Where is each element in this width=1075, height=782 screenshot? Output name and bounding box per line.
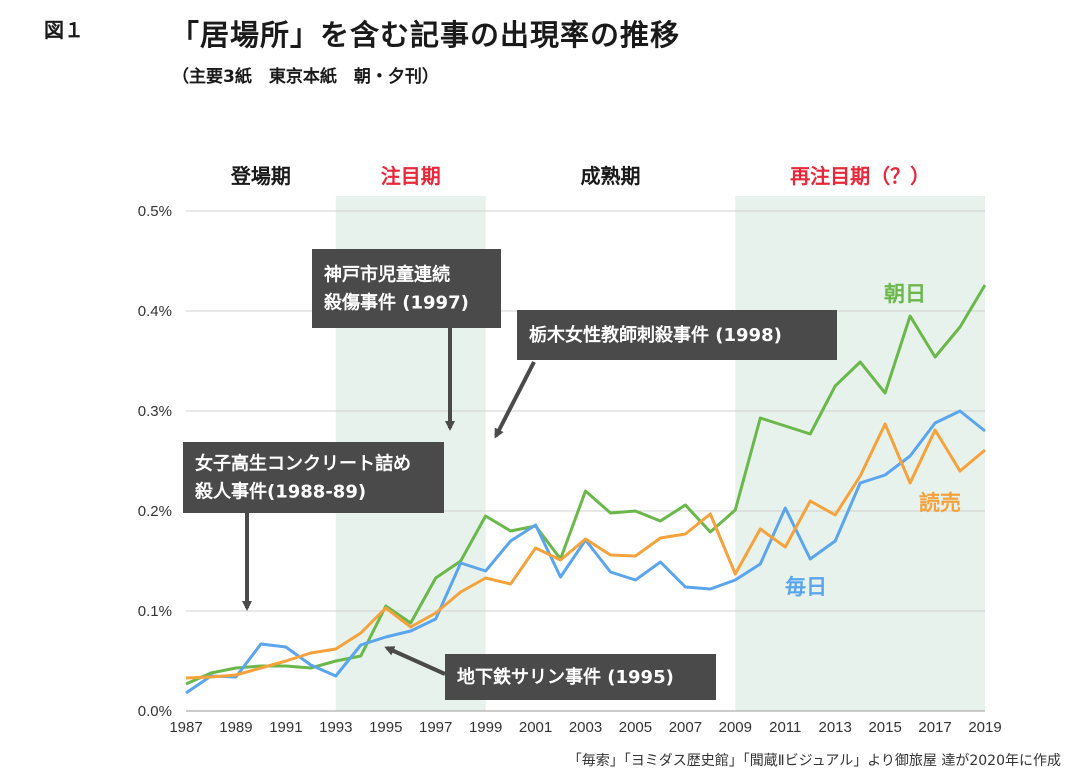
x-tick-label: 1997 bbox=[419, 719, 452, 736]
x-tick-label: 1987 bbox=[169, 719, 202, 736]
series-label-asahi: 朝日 bbox=[884, 282, 926, 306]
x-tick-label: 1989 bbox=[219, 719, 252, 736]
annotation-text: 神戸市児童連続 bbox=[324, 264, 450, 286]
series-line-asahi bbox=[185, 284, 987, 686]
series-line-yomiuri bbox=[185, 422, 986, 680]
annotation-text: 殺傷事件 (1997) bbox=[323, 292, 469, 314]
series-lines bbox=[185, 284, 987, 695]
annotation-text: 栃木女性教師刺殺事件 (1998) bbox=[529, 324, 782, 346]
annotation-box bbox=[183, 442, 444, 513]
annotation-box bbox=[517, 310, 837, 360]
x-tick-label: 1991 bbox=[269, 719, 302, 736]
chart-subtitle: （主要3紙 東京本紙 朝・夕刊） bbox=[172, 67, 439, 87]
y-tick-label: 0.0% bbox=[138, 703, 172, 720]
y-axis-ticks: 0.0% 0.1% 0.2% 0.3% 0.4% 0.5% bbox=[138, 203, 172, 720]
period-label-1: 注目期 bbox=[381, 164, 441, 188]
y-tick-label: 0.2% bbox=[138, 503, 172, 520]
period-label-0: 登場期 bbox=[230, 164, 291, 188]
series-label-yomiuri: 読売 bbox=[919, 491, 961, 515]
annotation-text: 女子高生コンクリート詰め bbox=[195, 453, 411, 475]
period-label-2: 成熟期 bbox=[580, 164, 640, 188]
x-tick-label: 2007 bbox=[669, 719, 702, 736]
x-tick-label: 2009 bbox=[719, 719, 752, 736]
x-tick-label: 2011 bbox=[769, 719, 801, 736]
x-tick-label: 2019 bbox=[968, 719, 1001, 736]
source-note: 「毎索」「ヨミダス歴史館」「聞蔵Ⅱビジュアル」より御旅屋 達が2020年に作成 bbox=[567, 753, 1061, 769]
x-axis-ticks: 1987 1989 1991 1993 1995 1997 1999 2001 2003 2005… bbox=[169, 719, 1001, 736]
annotation-arrow bbox=[384, 646, 446, 676]
x-tick-label: 2015 bbox=[868, 719, 901, 736]
y-tick-label: 0.3% bbox=[138, 403, 172, 420]
y-tick-label: 0.5% bbox=[138, 203, 172, 220]
x-tick-label: 1999 bbox=[469, 719, 502, 736]
chart-title: 「居場所」を含む記事の出現率の推移 bbox=[170, 18, 681, 52]
period-label-3: 再注目期（？） bbox=[790, 164, 930, 188]
x-tick-label: 2001 bbox=[519, 719, 552, 736]
annotation-box bbox=[445, 654, 716, 700]
x-tick-label: 2017 bbox=[918, 719, 951, 736]
period-shade-3 bbox=[735, 196, 985, 711]
series-label-mainichi: 毎日 bbox=[785, 575, 827, 599]
y-tick-label: 0.1% bbox=[138, 603, 172, 620]
x-tick-label: 1995 bbox=[369, 719, 402, 736]
x-tick-label: 2013 bbox=[819, 719, 852, 736]
x-tick-label: 1993 bbox=[319, 719, 352, 736]
x-tick-label: 2005 bbox=[619, 719, 652, 736]
y-tick-label: 0.4% bbox=[138, 303, 172, 320]
x-tick-label: 2003 bbox=[569, 719, 602, 736]
annotation-text: 地下鉄サリン事件 (1995) bbox=[457, 666, 674, 688]
period-labels: 登場期 注目期 成熟期 再注目期（？） bbox=[230, 164, 930, 188]
annotation-arrow bbox=[494, 361, 536, 439]
figure-label: 図１ bbox=[44, 18, 84, 42]
annotation-text: 殺人事件(1988-89) bbox=[194, 481, 366, 503]
annotation-box bbox=[312, 249, 501, 328]
